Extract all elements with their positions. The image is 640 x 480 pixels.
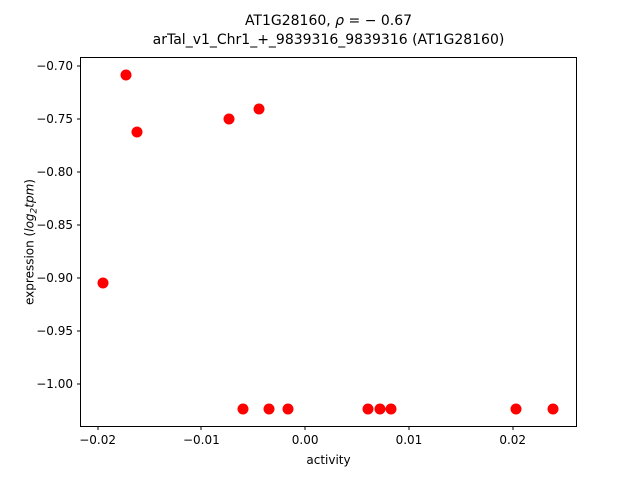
rho-symbol: ρ (335, 13, 345, 29)
y-tick-mark (77, 65, 81, 67)
data-point (120, 69, 132, 81)
y-tick-label: −0.95 (36, 323, 73, 338)
chart-title-line2: arTal_v1_Chr1_+_9839316_9839316 (AT1G281… (152, 32, 505, 48)
title-gene-id: AT1G28160, (244, 13, 336, 29)
data-point (282, 403, 293, 415)
x-tick-label: −0.02 (79, 433, 116, 447)
data-point (510, 403, 522, 415)
x-tick-mark (512, 426, 514, 430)
y-tick-label: −1.00 (36, 376, 73, 391)
y-tick-mark (77, 118, 81, 120)
data-point (263, 403, 275, 415)
y-label-prefix: expression ( (22, 231, 37, 305)
y-tick-mark (77, 171, 81, 173)
y-tick-label: −0.70 (36, 59, 73, 74)
data-point (385, 403, 397, 415)
y-tick-mark (77, 224, 81, 226)
title-rho-value: = − 0.67 (344, 13, 413, 29)
y-tick-label: −0.80 (36, 165, 73, 180)
data-point (237, 403, 249, 415)
data-point (97, 277, 109, 289)
x-tick-mark (304, 426, 306, 430)
data-point (223, 113, 235, 125)
data-point (547, 403, 559, 415)
y-tick-mark (77, 330, 81, 332)
data-point (362, 403, 374, 415)
y-label-suffix: ) (22, 179, 37, 184)
plot-area: −0.02 −0.01 0.00 0.01 0.02 −0.70 −0.75 −0.80 −0.… (36, 57, 577, 447)
x-tick-mark (200, 426, 202, 430)
data-point (253, 103, 265, 115)
x-tick-label: −0.01 (182, 433, 220, 447)
data-point (374, 403, 386, 415)
x-tick-label: 0.02 (499, 433, 527, 447)
y-axis-label: expression (log2tpm) (22, 179, 39, 305)
chart-title-line1: AT1G28160, ρ = − 0.67 (80, 12, 577, 31)
x-tick-mark (408, 426, 410, 430)
y-tick-label: −0.85 (36, 218, 73, 233)
y-tick-label: −0.90 (36, 270, 73, 285)
y-label-math: log2tpm (22, 183, 40, 232)
x-axis-label: activity (306, 453, 351, 467)
x-tick-label: 0.00 (291, 433, 319, 447)
data-point (131, 126, 143, 138)
x-tick-mark (97, 426, 99, 430)
x-tick-label: 0.01 (395, 433, 423, 447)
y-tick-mark (77, 277, 81, 279)
chart-title: AT1G28160, ρ = − 0.67 arTal_v1_Chr1_+_98… (80, 12, 577, 50)
y-tick-label: −0.75 (36, 112, 73, 127)
y-tick-mark (77, 383, 81, 385)
